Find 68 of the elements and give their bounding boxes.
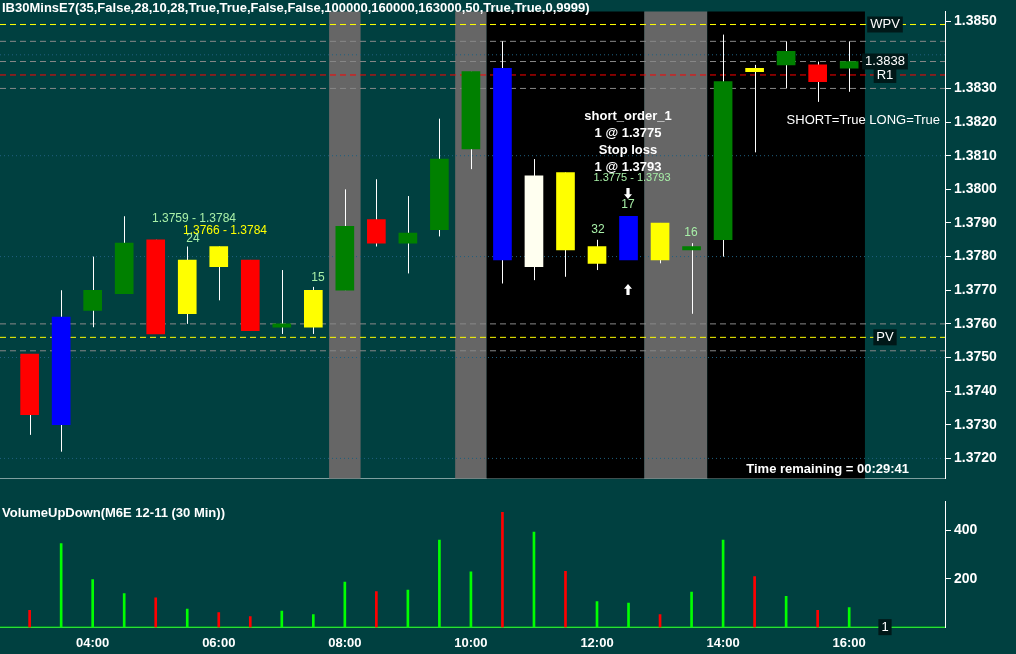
y-tick-label: 1.3720 [954,449,998,466]
bar [564,570,567,628]
bar [501,512,504,628]
y-tick-label: 1.3830 [954,79,998,96]
bar [753,576,756,628]
candlestick [745,64,764,153]
annotation: 1 @ 1.3793 [594,158,662,174]
annotation: 15 [311,270,325,285]
x-tick-label: 16:00 [832,634,866,650]
y-tick-label: 1.3810 [954,146,998,163]
annotation: Stop loss [598,141,658,157]
y-tick-label: 1.3760 [954,314,998,331]
ref-line-label: R1 [876,66,894,82]
bar [28,610,31,628]
x-tick-label: 06:00 [202,634,236,650]
ref-line-label: PV [876,328,894,344]
bar [217,612,221,628]
y-tick-label: 1.3800 [954,180,998,197]
bar [185,608,189,628]
x-tick-label: 08:00 [328,634,362,650]
bar [690,591,693,628]
y-tick-label: 400 [954,520,978,537]
bar [438,539,441,628]
y-tick-label: 1.3780 [954,247,998,264]
bar [91,579,94,628]
bar [154,597,158,628]
chart-title: VolumeUpDown(M6E 12-11 (30 Min)) [2,505,225,521]
annotation: SHORT=True LONG=True [786,111,940,127]
y-tick-label: 1.3740 [954,382,998,399]
ref-line-label: 1 [881,618,889,634]
annotation: 16 [684,225,698,240]
bar [816,610,819,628]
annotation: 17 [621,197,635,212]
annotation: Time remaining = 00:29:41 [746,460,909,476]
candlestick [776,40,796,89]
candlestick [272,269,292,335]
y-tick-label: 1.3750 [954,348,998,365]
ref-line-label: WPV [870,16,901,32]
x-tick-label: 10:00 [454,634,488,650]
bar [627,602,630,628]
candlestick [839,40,859,93]
y-tick-label: 1.3730 [954,415,998,432]
bar [122,593,126,628]
x-tick-label: 04:00 [76,634,110,650]
bar [375,591,378,628]
annotation: short_order_1 [584,107,672,123]
bar [248,616,252,628]
annotation: 1.3759 - 1.3784 [151,211,237,226]
candlestick [83,256,102,328]
candlestick [808,61,827,103]
bar [847,607,851,628]
y-tick-label: 1.3790 [954,213,998,230]
chart-title: IB30MinsE7(35,False,28,10,28,True,True,False,False,100000,160000,163000,50,True,True,0,9999) [2,0,590,16]
ref-line-label: 1.3838 [865,53,905,69]
y-tick-label: 1.3850 [954,12,998,29]
y-tick-label: 200 [954,569,978,586]
candlestick [398,195,418,274]
bar [280,610,284,628]
y-tick-label: 1.3770 [954,281,998,298]
annotation: 1 @ 1.3775 [594,124,662,140]
candlestick [587,239,607,271]
annotation: 32 [591,222,605,237]
y-tick-label: 1.3820 [954,112,998,129]
x-tick-label: 12:00 [580,634,614,650]
candlestick [209,246,229,301]
x-tick-label: 14:00 [706,634,740,650]
candlestick [682,242,701,315]
bar [311,614,315,628]
